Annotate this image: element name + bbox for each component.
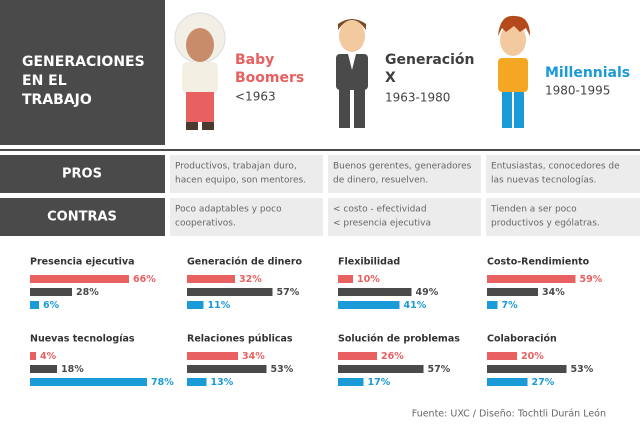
chart-title: Solución de problemas — [338, 334, 460, 345]
value-label: 41% — [404, 300, 427, 311]
bar — [30, 288, 72, 296]
value-label: 59% — [580, 274, 603, 285]
generation-years: <1963 — [235, 90, 276, 104]
bar — [187, 275, 235, 283]
bar — [187, 288, 273, 296]
bar — [338, 275, 353, 283]
bar — [487, 301, 498, 309]
bar — [187, 365, 267, 373]
table-cell — [170, 198, 323, 236]
value-label: 13% — [211, 377, 234, 388]
value-label: 28% — [76, 287, 99, 298]
value-label: 10% — [357, 274, 380, 285]
generation-name: X — [385, 70, 396, 86]
bar — [487, 352, 517, 360]
cell-text: Buenos gerentes, generadores — [333, 162, 472, 172]
bar — [30, 365, 57, 373]
value-label: 53% — [571, 364, 594, 375]
value-label: 20% — [521, 351, 544, 362]
chart-title: Generación de dinero — [187, 257, 303, 268]
bar — [338, 352, 377, 360]
bar — [487, 365, 567, 373]
value-label: 49% — [416, 287, 439, 298]
bar — [187, 378, 207, 386]
boomer-figure — [174, 12, 226, 130]
header-title: GENERACIONES — [22, 54, 145, 70]
table-cell — [486, 198, 640, 236]
chart-title: Colaboración — [487, 334, 557, 345]
value-label: 26% — [381, 351, 404, 362]
bar — [30, 301, 39, 309]
value-label: 34% — [242, 351, 265, 362]
value-label: 57% — [428, 364, 451, 375]
value-label: 18% — [61, 364, 84, 375]
bar — [338, 301, 400, 309]
bar — [338, 365, 424, 373]
value-label: 32% — [239, 274, 262, 285]
row-label-box — [0, 198, 165, 236]
header-title: TRABAJO — [22, 92, 92, 108]
generation-name: Baby — [235, 52, 274, 68]
value-label: 7% — [502, 300, 519, 311]
bar — [487, 275, 576, 283]
generation-name: Millennials — [545, 65, 630, 81]
bar — [30, 275, 129, 283]
generation-years: 1980-1995 — [545, 84, 610, 98]
value-label: 53% — [271, 364, 294, 375]
cell-text: < costo - efectividad — [333, 205, 427, 215]
table-cell — [170, 155, 323, 193]
cell-text: Entusiastas, conocedores de — [491, 162, 620, 172]
header-title: EN EL — [22, 73, 67, 89]
cell-text: las nuevas tecnologías. — [491, 176, 596, 186]
header-box — [0, 0, 165, 145]
chart-title: Relaciones públicas — [187, 334, 293, 345]
bar — [187, 301, 204, 309]
bar — [30, 378, 147, 386]
table-cell — [328, 198, 481, 236]
cell-text: < presencia ejecutiva — [333, 219, 431, 229]
row-label: PROS — [62, 167, 102, 182]
value-label: 57% — [277, 287, 300, 298]
generation-name: Boomers — [235, 70, 304, 86]
cell-text: Tienden a ser poco — [490, 205, 577, 215]
row-label-box — [0, 155, 165, 193]
cell-text: hacen equipo, son mentores. — [175, 176, 306, 186]
cell-text: Poco adaptables y poco — [175, 205, 282, 215]
chart-title: Costo-Rendimiento — [487, 257, 590, 268]
bar — [338, 378, 364, 386]
bar — [487, 288, 538, 296]
value-label: 78% — [151, 377, 174, 388]
millennial-figure — [498, 15, 530, 128]
value-label: 34% — [542, 287, 565, 298]
value-label: 27% — [532, 377, 555, 388]
value-label: 6% — [43, 300, 60, 311]
bar — [187, 352, 238, 360]
table-cell — [328, 155, 481, 193]
value-label: 4% — [40, 351, 57, 362]
value-label: 11% — [208, 300, 231, 311]
source: Fuente: UXC / Diseño: Tochtli Durán León — [412, 409, 606, 420]
genx-figure — [336, 19, 368, 128]
cell-text: productivos y ególatras. — [491, 218, 600, 229]
bar — [30, 352, 36, 360]
chart-title: Presencia ejecutiva — [30, 257, 135, 268]
bar — [338, 288, 412, 296]
generation-name: Generación — [385, 52, 474, 68]
value-label: 66% — [133, 274, 156, 285]
generation-years: 1963-1980 — [385, 91, 450, 105]
bar — [487, 378, 528, 386]
chart-title: Nuevas tecnologías — [30, 334, 135, 345]
cell-text: cooperativos. — [175, 219, 236, 229]
row-label: CONTRAS — [47, 210, 117, 225]
value-label: 17% — [368, 377, 391, 388]
table-cell — [486, 155, 640, 193]
cell-text: de dinero, resuelven. — [333, 176, 428, 186]
cell-text: Productivos, trabajan duro, — [175, 162, 297, 172]
chart-title: Flexibilidad — [338, 257, 400, 268]
